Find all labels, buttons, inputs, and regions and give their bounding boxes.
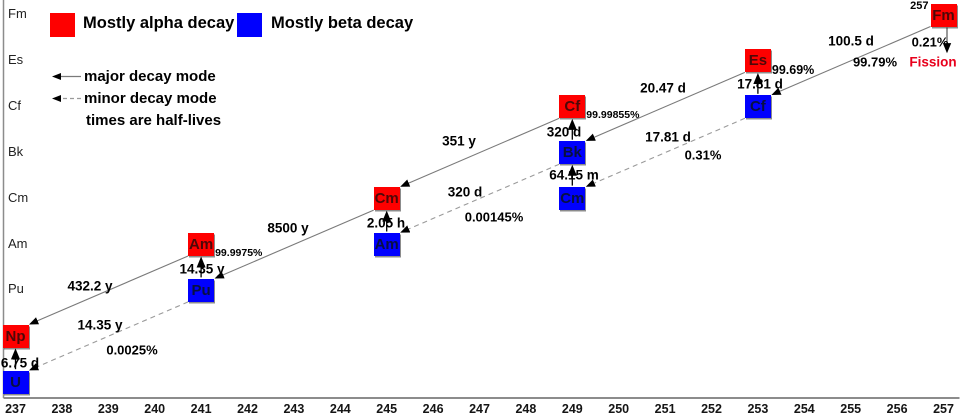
decay-arrow-fm-257-to-cf-253 — [771, 25, 931, 95]
decay-arrow-cf-249-to-cm-245 — [400, 117, 560, 187]
decay-arrow-es-253-to-bk-249 — [585, 71, 746, 141]
decay-arrow-cf-253-to-cm-249 — [585, 117, 746, 187]
decay-arrow-cm-245-to-pu-241 — [214, 209, 374, 279]
decay-arrow-bk-249-to-am-245 — [400, 163, 560, 233]
decay-arrow-pu-241-to-u-237 — [28, 301, 189, 371]
decay-arrow-am-241-to-np-237 — [28, 255, 189, 325]
